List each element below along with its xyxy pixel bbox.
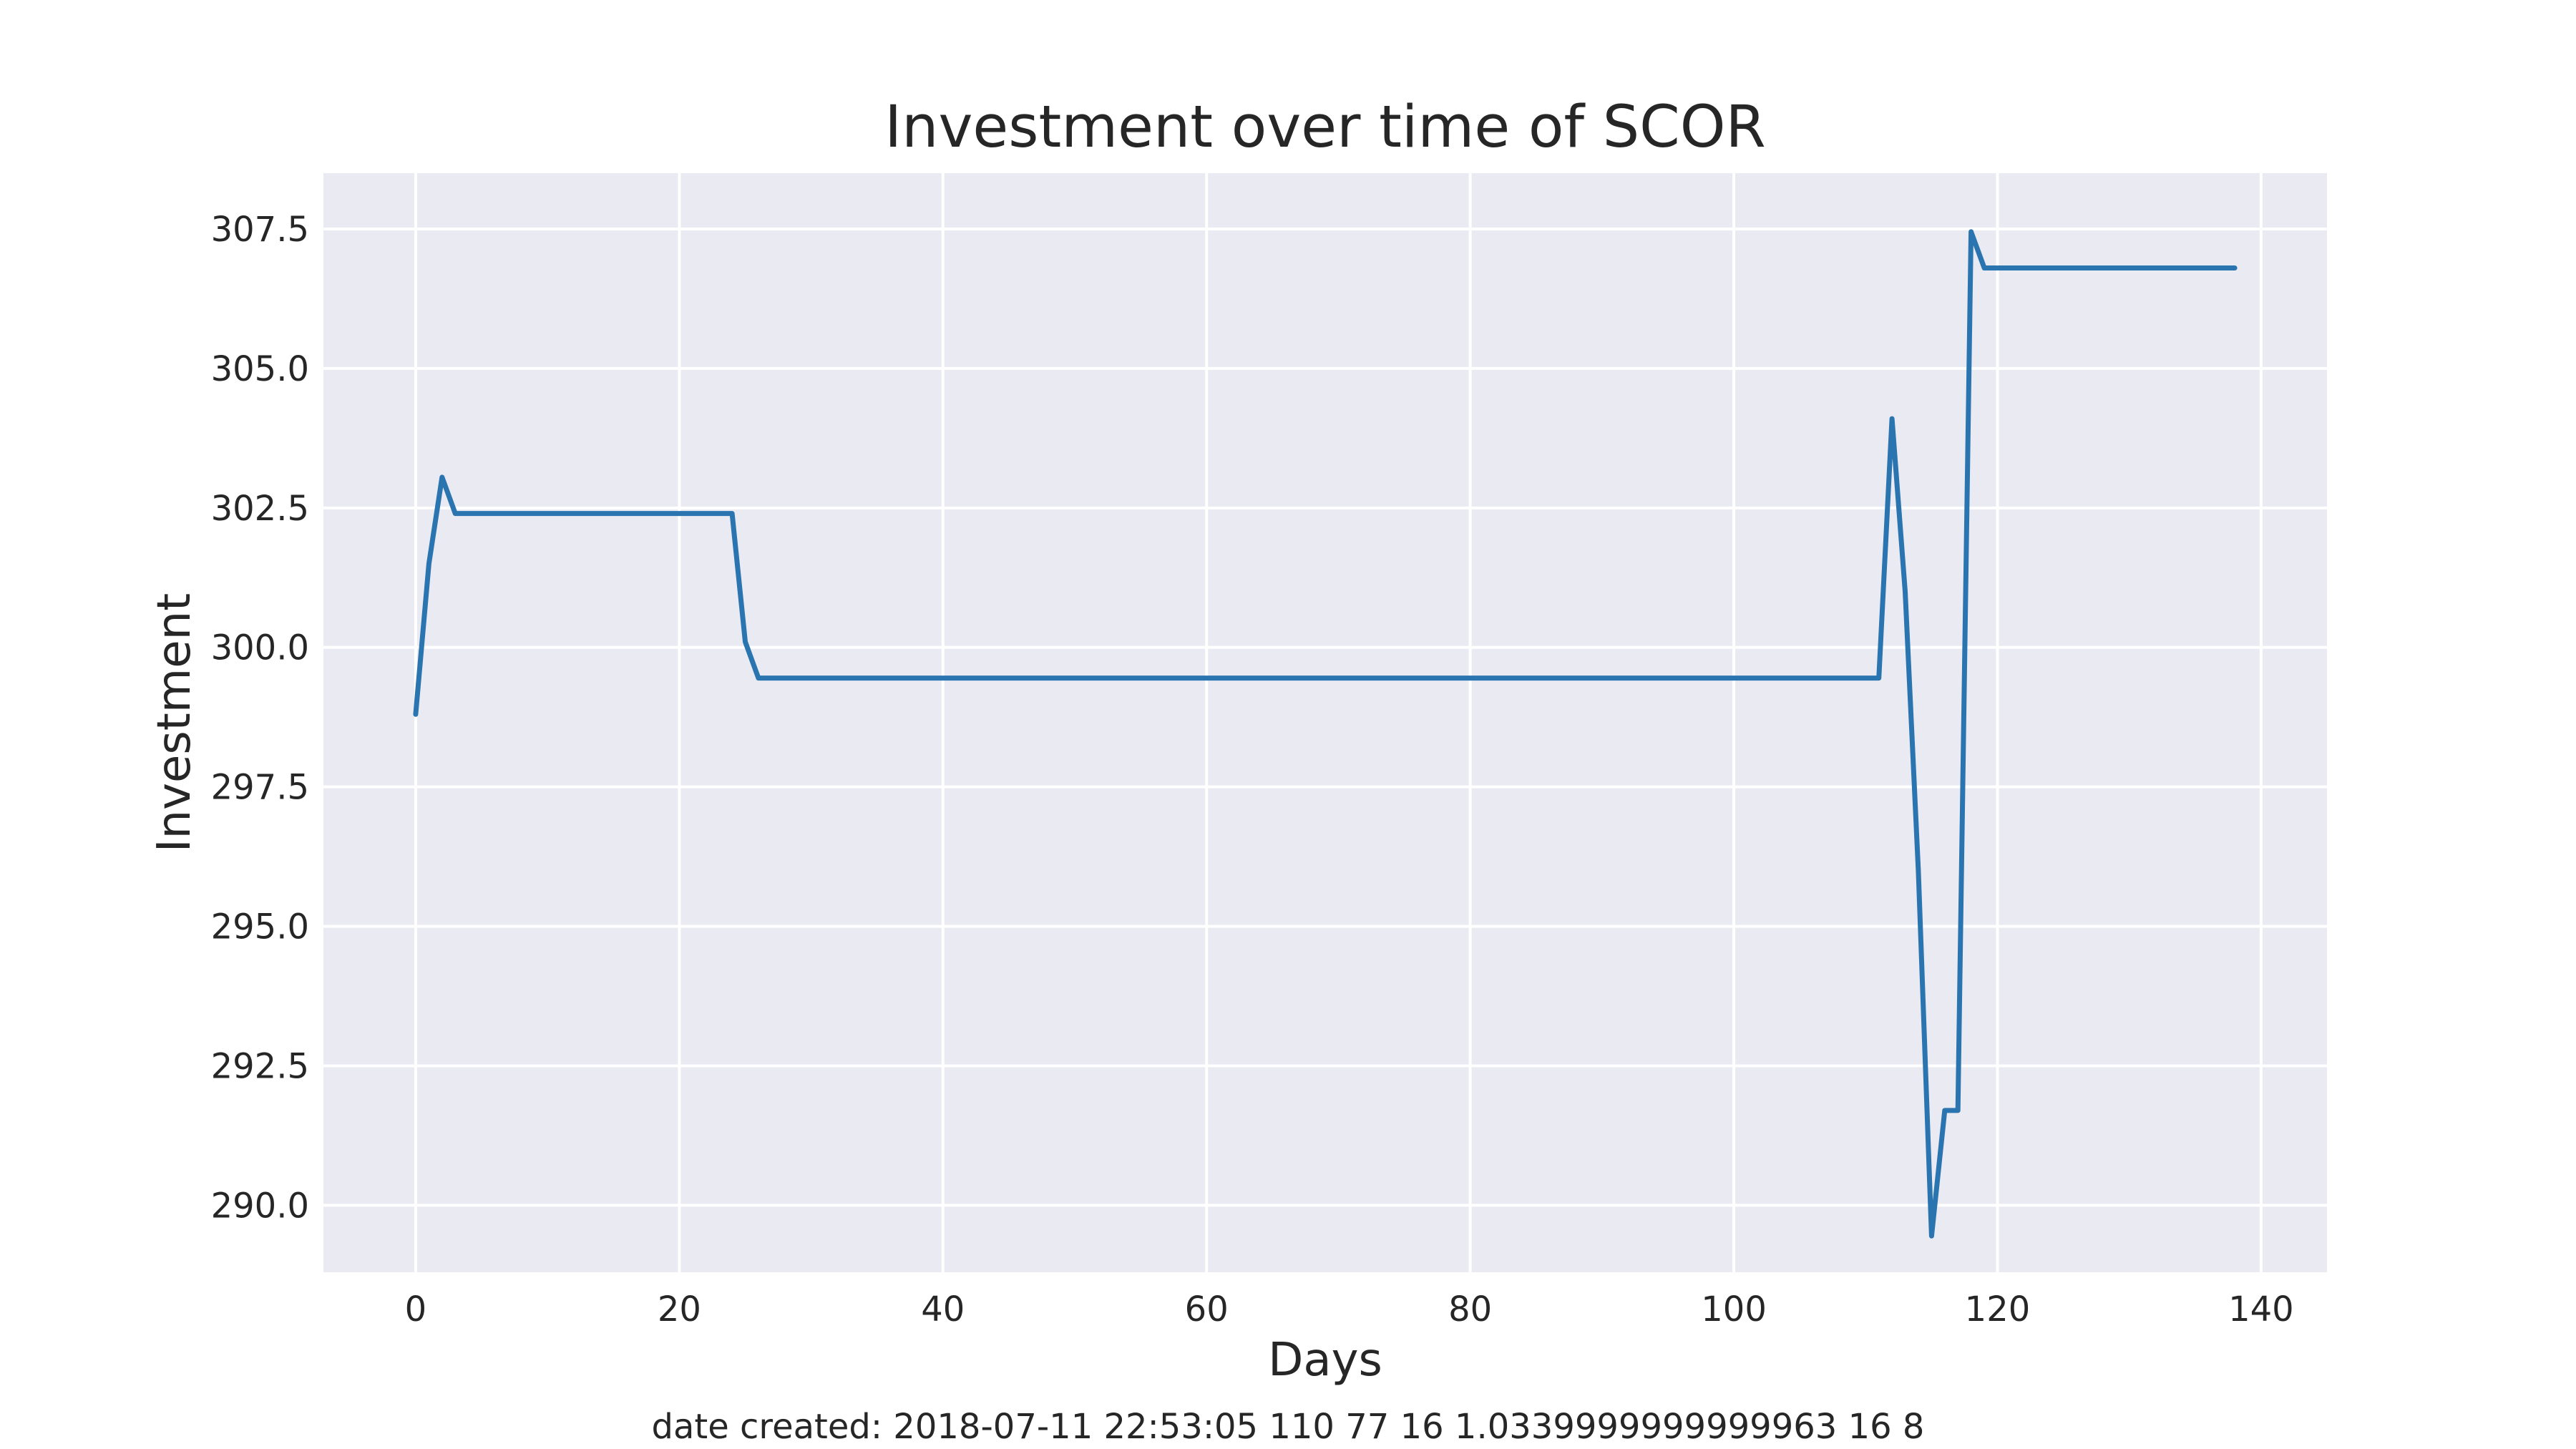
y-tick-label: 307.5 [211,210,309,250]
x-tick-label: 60 [1185,1289,1229,1330]
x-tick-label: 140 [2228,1289,2294,1330]
x-tick-label: 120 [1965,1289,2031,1330]
grid-lines [323,173,2327,1272]
y-tick-label: 305.0 [211,349,309,389]
plot-area [323,173,2327,1272]
chart-title: Investment over time of SCOR [884,94,1766,161]
x-tick-label: 40 [921,1289,965,1330]
series-layer [413,229,2238,1239]
x-axis-label: Days [1268,1334,1382,1387]
x-tick-label: 80 [1448,1289,1492,1330]
y-tick-labels: 290.0 292.5 295.0 297.5 300.0 302.5 305.0 307.5 [211,210,309,1226]
y-tick-label: 290.0 [211,1186,309,1226]
x-tick-label: 100 [1701,1289,1767,1330]
y-tick-label: 292.5 [211,1047,309,1087]
investment-series-line [413,229,2238,1239]
x-tick-labels: 0 20 40 60 80 100 120 140 [405,1289,2294,1330]
y-tick-label: 302.5 [211,489,309,529]
date-created-note: date created: 2018-07-11 22:53:05 110 77… [652,1407,1925,1447]
y-axis-label: Investment [148,593,201,853]
y-tick-label: 300.0 [211,628,309,668]
x-tick-label: 0 [405,1289,427,1330]
y-tick-label: 297.5 [211,768,309,808]
x-tick-label: 20 [658,1289,701,1330]
y-tick-label: 295.0 [211,907,309,947]
